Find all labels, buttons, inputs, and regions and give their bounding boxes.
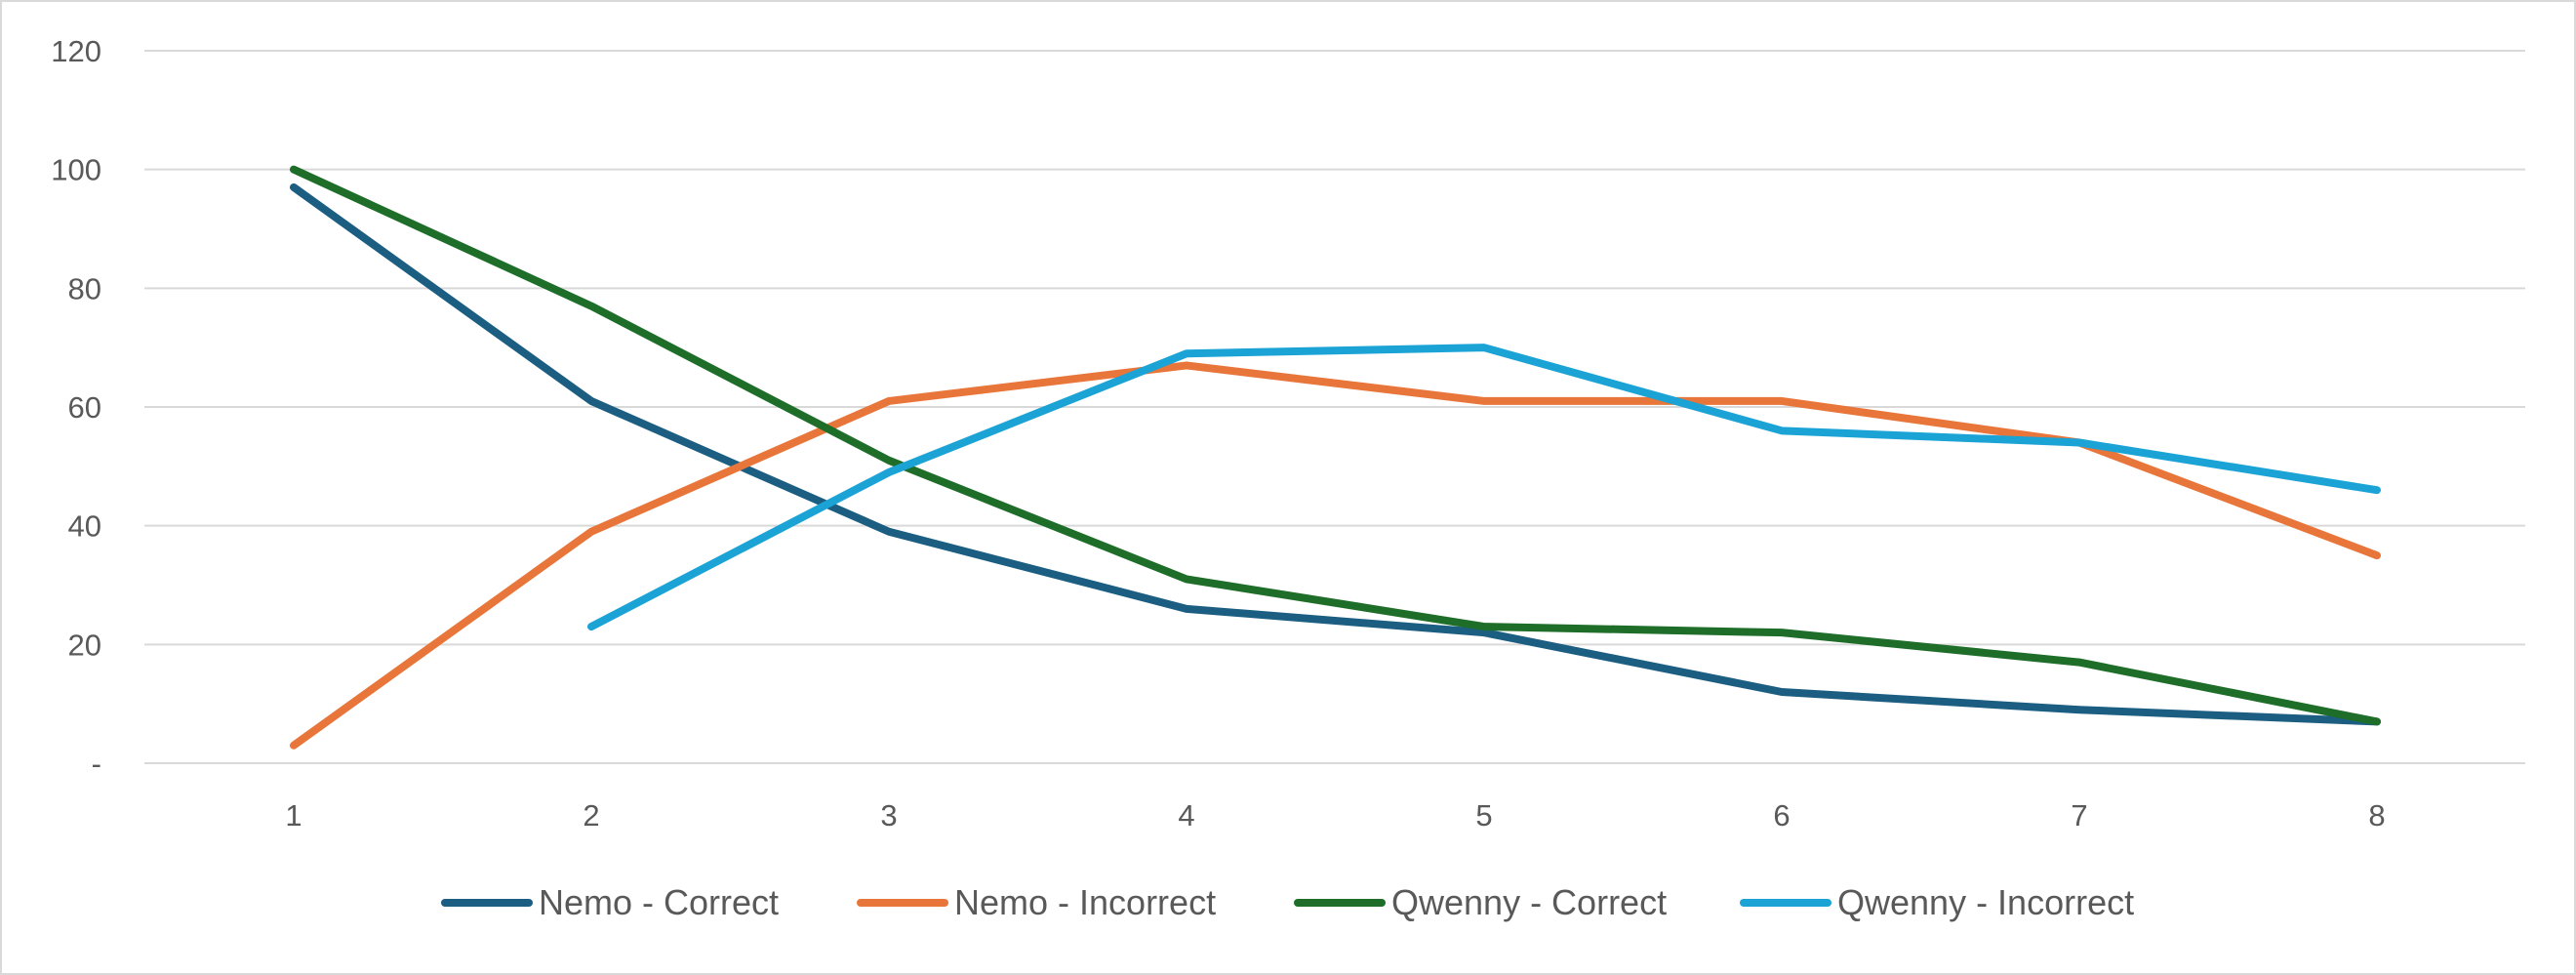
legend-label: Qwenny - Incorrect: [1837, 882, 2134, 922]
y-axis-ticks: - 20 40 60 80 100 120: [51, 34, 101, 781]
series-line-2: [290, 361, 2381, 750]
legend-label: Nemo - Correct: [539, 882, 779, 922]
y-tick-label: -: [92, 747, 101, 781]
x-tick-label: 4: [1178, 798, 1194, 833]
y-tick-label: 80: [68, 271, 101, 305]
series-line-3: [290, 165, 2381, 726]
x-tick-label: 3: [880, 798, 897, 833]
legend: Nemo - Correct Nemo - Incorrect Qwenny - C…: [441, 882, 2134, 922]
series-line-1: [290, 183, 2381, 726]
x-tick-label: 2: [583, 798, 599, 833]
series-line-4: [587, 344, 2381, 631]
x-axis-ticks: 1 2 3 4 5 6 7 8: [285, 798, 2385, 833]
y-tick-label: 100: [51, 153, 101, 187]
x-tick-label: 1: [285, 798, 302, 833]
legend-label: Nemo - Incorrect: [954, 882, 1216, 922]
y-tick-label: 20: [68, 628, 101, 662]
x-tick-label: 5: [1475, 798, 1492, 833]
series-lines: [290, 165, 2381, 750]
x-tick-label: 6: [1773, 798, 1790, 833]
legend-label: Qwenny - Correct: [1391, 882, 1667, 922]
y-tick-label: 120: [51, 34, 101, 68]
y-tick-label: 60: [68, 390, 101, 425]
x-tick-label: 7: [2071, 798, 2087, 833]
gridlines: [144, 50, 2525, 764]
y-tick-label: 40: [68, 509, 101, 544]
x-tick-label: 8: [2368, 798, 2385, 833]
